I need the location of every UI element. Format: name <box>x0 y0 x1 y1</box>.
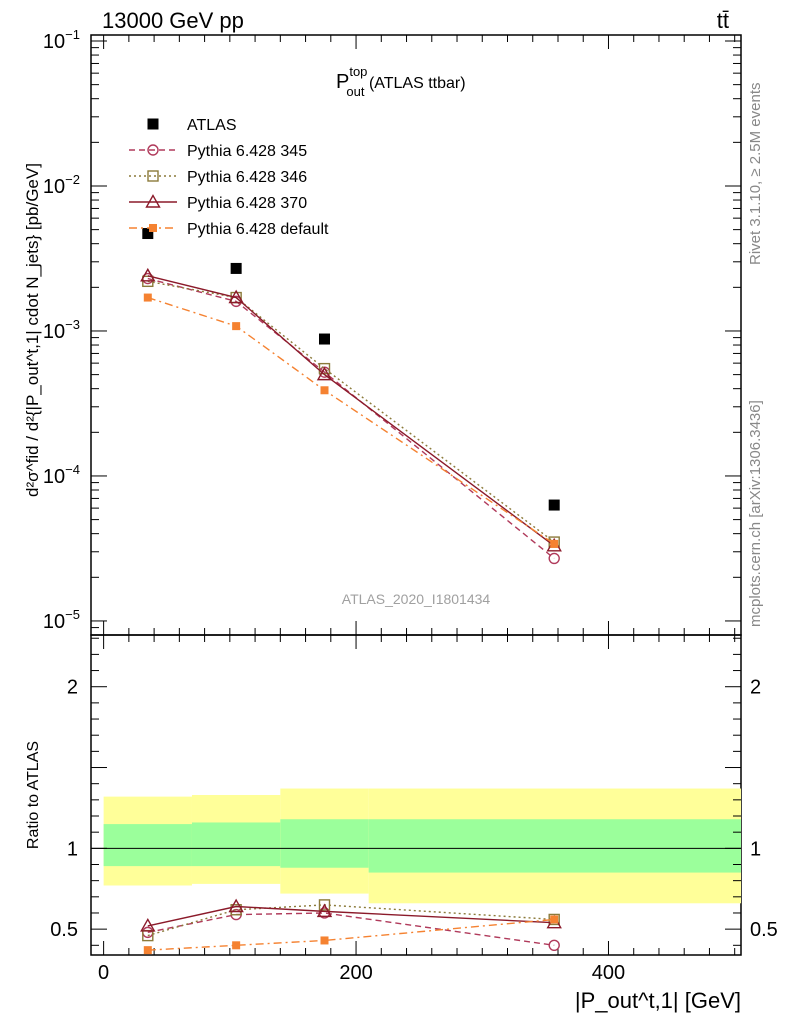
series-line-p346 <box>147 280 555 543</box>
data-point-pdefault <box>550 539 559 548</box>
data-point-p345 <box>548 552 560 565</box>
y-tick-label: 10−4 <box>43 462 80 488</box>
y-tick-label: 10−1 <box>43 27 80 53</box>
legend: ATLAS Pythia 6.428 345 Pythia 6.428 346 Pyt… <box>129 117 329 238</box>
uncertainty-band-stat <box>280 819 369 868</box>
data-point-atlas <box>142 228 154 240</box>
data-point-pdefault <box>143 293 152 302</box>
x-tick-label: 200 <box>339 962 372 984</box>
ratio-line-p346 <box>147 904 555 937</box>
legend-label-p370: Pythia 6.428 370 <box>187 195 307 212</box>
legend-label-atlas: ATLAS <box>187 117 237 134</box>
series-line-pdefault <box>147 296 555 545</box>
data-point-atlas <box>548 499 560 511</box>
legend-label-p346: Pythia 6.428 346 <box>187 169 307 186</box>
legend-marker-p346 <box>147 170 159 182</box>
legend-marker-p345 <box>147 144 159 156</box>
x-tick-label: 0 <box>98 962 109 984</box>
legend-label-pdefault: Pythia 6.428 default <box>187 221 329 238</box>
ratio-point-pdefault <box>143 946 152 955</box>
title-sup: top <box>349 64 367 79</box>
data-point-pdefault <box>320 386 329 395</box>
data-point-p370 <box>228 289 244 304</box>
process-label: tt̄ <box>717 8 729 33</box>
mcplots-label: mcplots.cern.ch [arXiv:1306.3436] <box>747 400 764 627</box>
ratio-plot-layer: 0 200 400 0.5 0.5 1 1 2 2 <box>50 635 778 984</box>
ratio-point-p345 <box>548 939 560 952</box>
ratio-tick-label: 0.5 <box>50 919 78 941</box>
rivet-label: Rivet 3.1.10, ≥ 2.5M events <box>747 83 764 266</box>
chart-title: Ptop out (ATLAS ttbar) <box>336 64 466 99</box>
data-point-atlas <box>318 333 330 345</box>
legend-label-p345: Pythia 6.428 345 <box>187 143 307 160</box>
series-line-p345 <box>147 277 555 559</box>
uncertainty-band-stat <box>103 824 192 867</box>
y-axis-label: d²σ^fid / d²{|P_out^t,1| cdot N_jets} [p… <box>23 163 42 497</box>
series-line-p370 <box>147 275 555 547</box>
y-tick-label: 10−2 <box>43 172 80 198</box>
x-tick-label: 400 <box>592 962 625 984</box>
data-point-p370 <box>140 267 156 282</box>
uncertainty-band-stat <box>191 822 281 867</box>
ratio-tick-label-right: 0.5 <box>750 919 778 941</box>
ratio-point-pdefault <box>550 915 559 924</box>
data-point-pdefault <box>232 322 241 331</box>
data-point-atlas <box>230 262 242 274</box>
ratio-tick-label: 2 <box>67 677 78 699</box>
y-tick-label: 10−5 <box>43 607 80 633</box>
ratio-y-axis-label: Ratio to ATLAS <box>25 741 42 849</box>
ratio-line-p345 <box>147 912 555 946</box>
ratio-point-p370 <box>228 898 244 913</box>
ratio-content <box>91 788 741 955</box>
data-point-p370 <box>316 366 333 381</box>
ratio-point-pdefault <box>320 936 329 945</box>
energy-label: 13000 GeV pp <box>102 8 244 33</box>
x-axis-label: |P_out^t,1| [GeV] <box>575 988 741 1013</box>
analysis-id: ATLAS_2020_I1801434 <box>342 591 491 607</box>
ratio-line-pdefault <box>147 918 555 951</box>
data-point-p346 <box>318 362 331 375</box>
title-suffix: (ATLAS ttbar) <box>365 75 466 92</box>
ratio-line-p370 <box>147 905 555 927</box>
ratio-point-p370 <box>140 917 156 932</box>
legend-marker-atlas <box>147 118 159 130</box>
ratio-tick-label: 1 <box>67 838 78 860</box>
title-main: P <box>336 71 349 93</box>
y-tick-label: 10−3 <box>43 317 80 343</box>
legend-marker-p370 <box>145 194 161 208</box>
legend-marker-pdefault <box>149 224 157 232</box>
main-plot-layer: 10−5 10−4 10−3 10−2 10−1 <box>43 27 741 636</box>
ratio-tick-label-right: 2 <box>750 677 761 699</box>
ratio-point-p370 <box>316 903 333 918</box>
ratio-point-p346 <box>318 899 331 911</box>
ratio-tick-label-right: 1 <box>750 838 761 860</box>
ratio-point-pdefault <box>232 941 241 950</box>
title-sub: out <box>346 84 364 99</box>
uncertainty-band-stat <box>368 819 741 873</box>
